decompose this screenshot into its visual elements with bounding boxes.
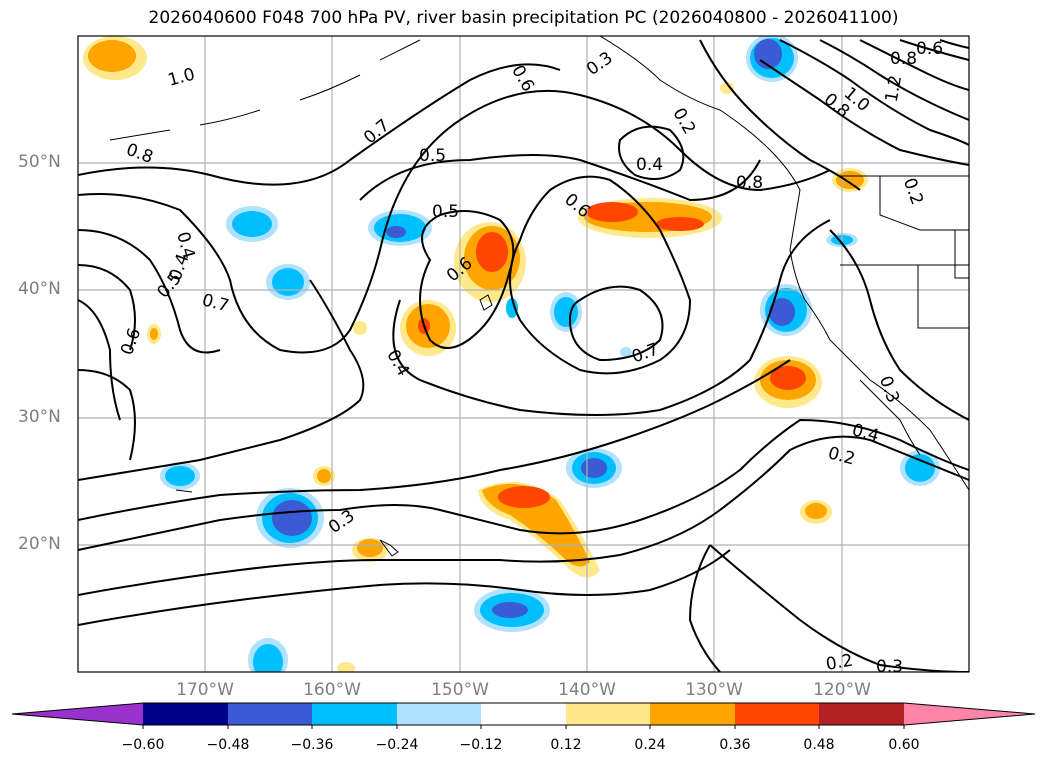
lon-label-170w: 170°W — [176, 680, 234, 700]
shade-neg-west — [226, 206, 432, 300]
lon-label-130w: 130°W — [685, 680, 743, 700]
colorbar-tick-label: 0.36 — [719, 737, 751, 753]
colorbar-tick-label: −0.12 — [459, 737, 503, 753]
coastline — [109, 36, 969, 557]
colorbar-bin — [397, 703, 481, 725]
contour-label: 0.4 — [636, 155, 663, 175]
map-title: 2026040600 F048 700 hPa PV, river basin … — [148, 8, 899, 28]
contour-label: 0.5 — [432, 202, 459, 222]
colorbar-bin — [312, 703, 397, 725]
contour-label: 1.0 — [166, 64, 197, 90]
contour-label: 0.3 — [583, 48, 617, 80]
contour-label: 0.8 — [736, 173, 763, 193]
lat-label-50n: 50°N — [18, 152, 61, 172]
contour-label: 1.2 — [882, 74, 906, 104]
colorbar-bin — [735, 703, 819, 725]
colorbar-bin — [650, 703, 735, 725]
colorbar-tick-label: 0.24 — [634, 737, 666, 753]
contour-label: 0.2 — [899, 175, 927, 207]
shade-pos-south — [478, 482, 600, 578]
shade-neg-south — [160, 448, 940, 672]
graticule — [78, 36, 969, 672]
contour-label: 0.6 — [916, 39, 943, 59]
contour-label: 0.6 — [117, 326, 145, 358]
contour-label: 0.6 — [507, 62, 538, 95]
colorbar-bin — [819, 703, 904, 725]
lon-label-140w: 140°W — [558, 680, 616, 700]
pv-contours — [78, 39, 969, 672]
contour-label: 0.4 — [382, 346, 413, 379]
colorbar-extend-max — [904, 703, 1035, 725]
contour-label: 0.8 — [890, 49, 917, 69]
contour-label: 0.2 — [824, 651, 854, 675]
colorbar-tick-label: −0.48 — [206, 737, 250, 753]
colorbar-tick-label: 0.60 — [888, 737, 920, 753]
contour-label: 0.4 — [850, 420, 881, 446]
colorbar-tick-label: −0.36 — [290, 737, 334, 753]
shade-neg-ne — [746, 36, 798, 82]
contour-label: 0.7 — [360, 115, 394, 148]
shade-neg-middle — [506, 233, 858, 357]
lat-label-20n: 20°N — [18, 534, 61, 554]
contour-label: 0.8 — [123, 140, 155, 168]
colorbar — [11, 702, 1036, 729]
contour-label: 0.2 — [826, 443, 857, 469]
contour-label-layer: 1.0 0.8 0.7 0.6 0.5 0.4 0.3 0.2 1.2 0.6 … — [117, 39, 943, 677]
lat-label-30n: 30°N — [18, 407, 61, 427]
shade-pos-jet-east — [578, 198, 722, 238]
map-frame — [77, 35, 970, 673]
shade-pos-baja — [754, 356, 822, 408]
lon-label-120w: 120°W — [813, 680, 871, 700]
shade-pos-nw-corner — [83, 36, 147, 80]
lon-label-160w: 160°W — [303, 680, 361, 700]
lat-label-40n: 40°N — [18, 279, 61, 299]
shade-pos-central — [400, 222, 526, 356]
contour-label: 0.3 — [875, 373, 903, 405]
contour-label: 0.5 — [419, 146, 446, 166]
precip-shading — [83, 36, 940, 672]
colorbar-bin — [566, 703, 650, 725]
colorbar-tick-label: −0.24 — [375, 737, 419, 753]
contour-label: 0.3 — [876, 657, 903, 677]
colorbar-tick-label: 0.12 — [550, 737, 582, 753]
colorbar-bin — [228, 703, 312, 725]
colorbar-tick-label: −0.60 — [121, 737, 165, 753]
colorbar-bin — [481, 703, 566, 725]
colorbar-bin — [143, 703, 228, 725]
colorbar-extend-min — [12, 703, 143, 725]
lon-label-150w: 150°W — [431, 680, 489, 700]
colorbar-tick-label: 0.48 — [803, 737, 835, 753]
shade-pos-small — [147, 82, 868, 672]
